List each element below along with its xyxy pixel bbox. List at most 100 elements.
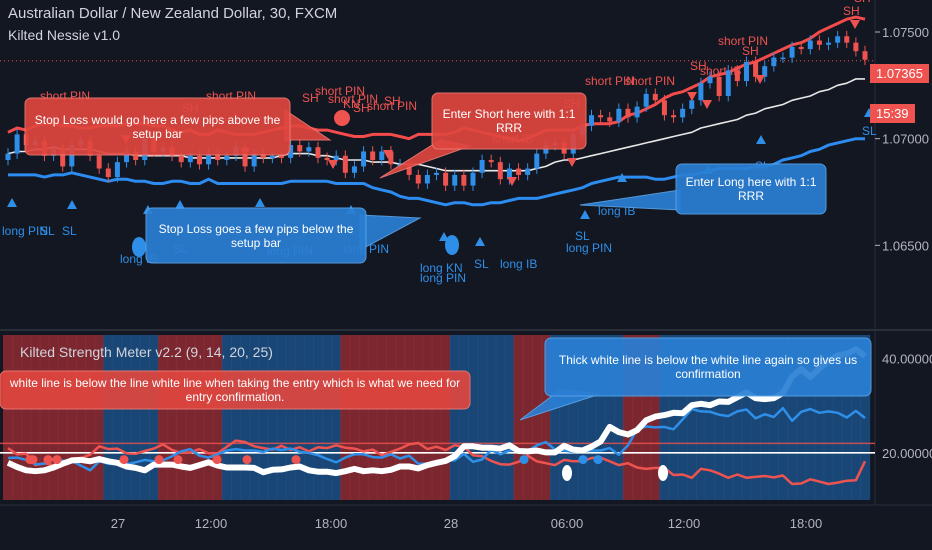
candle-body (762, 66, 768, 77)
short-signal-label: SH (843, 4, 860, 18)
long-signal-arrow (7, 198, 17, 207)
long-signal-arrow (756, 135, 766, 144)
short-signal-label: short PIN (718, 34, 768, 48)
candle-body (370, 151, 376, 160)
meter-marker (578, 455, 588, 465)
candle-body (734, 70, 740, 82)
meter-left-note-text: white line is below the line white line … (9, 376, 461, 404)
meter-tick-label: 40.00000 (882, 352, 932, 367)
candle-body (60, 149, 66, 167)
meter-zone (796, 335, 807, 500)
candle-body (862, 51, 868, 60)
candle-body (661, 100, 667, 116)
meter-zone (477, 335, 488, 500)
short-signal-label: SH (384, 94, 401, 108)
meter-zone (48, 335, 59, 500)
candle-body (452, 174, 458, 186)
long-signal-bubble (445, 235, 459, 255)
enter-long-note-tail (579, 189, 681, 211)
meter-zone (741, 335, 752, 500)
meter-zone (413, 335, 424, 500)
candle-body (616, 108, 622, 122)
meter-zone (513, 335, 524, 500)
meter-zone (94, 335, 105, 500)
enter-long-note-text: Enter Long here with 1:1 RRR (685, 175, 817, 203)
short-signal-arrow (383, 150, 393, 159)
candle-body (251, 153, 257, 167)
short-signal-arrow (755, 75, 765, 84)
time-tick-label: 12:00 (195, 516, 228, 531)
meter-zone (486, 335, 497, 500)
candle-body (388, 151, 394, 165)
short-signal-label: short PIN (315, 84, 365, 98)
candle-body (415, 174, 421, 184)
meter-left-note (0, 370, 471, 410)
long-signal-label: SL (474, 257, 489, 271)
meter-zone (212, 335, 223, 500)
meter-right-note-textbox: Thick white line is below the white line… (559, 353, 857, 381)
meter-marker (593, 455, 603, 465)
candle-body (479, 160, 485, 173)
short-signal-label: SH (302, 91, 319, 105)
short-signal-label: SH (690, 59, 707, 73)
meter-zone (604, 335, 615, 500)
candle-body (224, 155, 230, 160)
meter-zone (75, 335, 87, 500)
enter-long-note (675, 163, 827, 215)
countdown-tag: 15:39 (870, 104, 915, 123)
meter-zone (832, 335, 843, 500)
price-tick-label: 1.06500 (882, 238, 929, 253)
candle-body (461, 174, 467, 186)
candle-body (844, 36, 850, 43)
candle-body (5, 153, 11, 160)
candle-body (743, 61, 749, 82)
stop-loss-short-note-textbox: Stop Loss would go here a few pips above… (34, 112, 281, 141)
price-tick-label: 1.07500 (882, 25, 929, 40)
meter-zone (331, 335, 342, 500)
enter-short-note (431, 92, 587, 150)
short-signal-arrow (328, 160, 338, 169)
meter-zone (376, 335, 387, 500)
meter-zone (732, 335, 743, 500)
candle-body (260, 153, 266, 158)
time-tick-label: 28 (444, 516, 458, 531)
short-signal-label: short PIN (585, 74, 635, 88)
candle-body (488, 160, 494, 163)
long-signal-arrow (439, 232, 449, 241)
candle-body (753, 61, 759, 77)
candle-body (315, 147, 321, 158)
candle-body (333, 155, 339, 160)
meter-zone (57, 335, 68, 500)
meter-zone (30, 335, 41, 500)
meter-zone (12, 335, 23, 500)
candle-body (816, 40, 822, 45)
long-signal-label: SL (862, 124, 877, 138)
stop-loss-long-note-tail (359, 214, 422, 251)
long-signal-label: long PIN (420, 271, 466, 285)
stop-loss-short-note-text: Stop Loss would go here a few pips above… (34, 112, 281, 141)
meter-zone (422, 335, 433, 500)
candle-body (497, 162, 503, 180)
candle-body (196, 155, 202, 165)
candle-body (707, 76, 713, 84)
short-signal-bubble (334, 110, 350, 126)
candle-body (634, 106, 640, 118)
candle-body (689, 100, 695, 109)
meter-zone (814, 335, 825, 500)
candle-body (716, 76, 722, 96)
candle-body (798, 46, 804, 50)
short-signal-arrow (687, 92, 697, 101)
meter-zone (240, 335, 251, 500)
candle-body (69, 145, 75, 167)
meter-marker (173, 455, 183, 465)
meter-tick-label: 20.00000 (882, 446, 932, 461)
meter-marker (291, 455, 301, 465)
meter-zone (385, 335, 397, 500)
meter-zone (395, 335, 406, 500)
meter-zone (686, 335, 697, 500)
meter-zone (194, 335, 205, 500)
candle-body (206, 153, 212, 165)
meter-zone (431, 335, 442, 500)
meter-marker (519, 455, 529, 465)
